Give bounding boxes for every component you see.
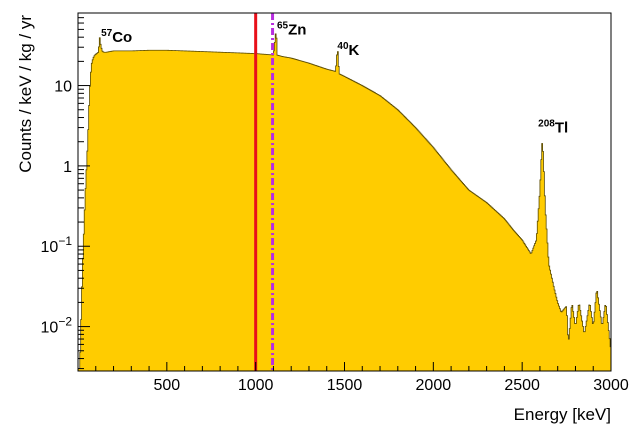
y-axis-title: Counts / keV / kg / yr <box>16 15 35 173</box>
y-tick-label: 10 <box>54 79 72 96</box>
y-axis: 10−2 10−1 1 10 <box>41 12 90 370</box>
peak-label: 65Zn <box>277 21 306 39</box>
x-tick-label: 3000 <box>593 377 629 394</box>
plot-area <box>77 33 612 372</box>
marker-lines <box>254 13 275 371</box>
x-tick-label: 1000 <box>238 377 274 394</box>
x-tick-label: 500 <box>153 377 180 394</box>
y-tick-label: 10−2 <box>41 315 73 337</box>
x-tick-label: 2000 <box>416 377 452 394</box>
peak-label: 208Tl <box>538 119 568 137</box>
x-axis: 500 1000 1500 2000 2500 3000 <box>95 362 629 394</box>
x-tick-label: 1500 <box>327 377 363 394</box>
peak-annotations: 57Co 65Zn 40K 208Tl <box>101 21 568 137</box>
peak-label: 40K <box>337 41 359 59</box>
peak-label: 57Co <box>101 28 132 46</box>
y-tick-label: 10−1 <box>41 234 73 256</box>
spectrum-histogram <box>77 33 612 372</box>
y-tick-label: 1 <box>63 159 72 176</box>
x-tick-label: 2500 <box>504 377 540 394</box>
x-axis-title: Energy [keV] <box>514 405 611 424</box>
